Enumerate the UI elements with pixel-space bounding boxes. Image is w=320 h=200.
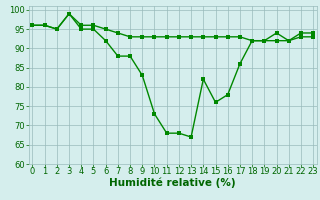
X-axis label: Humidité relative (%): Humidité relative (%) [109, 178, 236, 188]
